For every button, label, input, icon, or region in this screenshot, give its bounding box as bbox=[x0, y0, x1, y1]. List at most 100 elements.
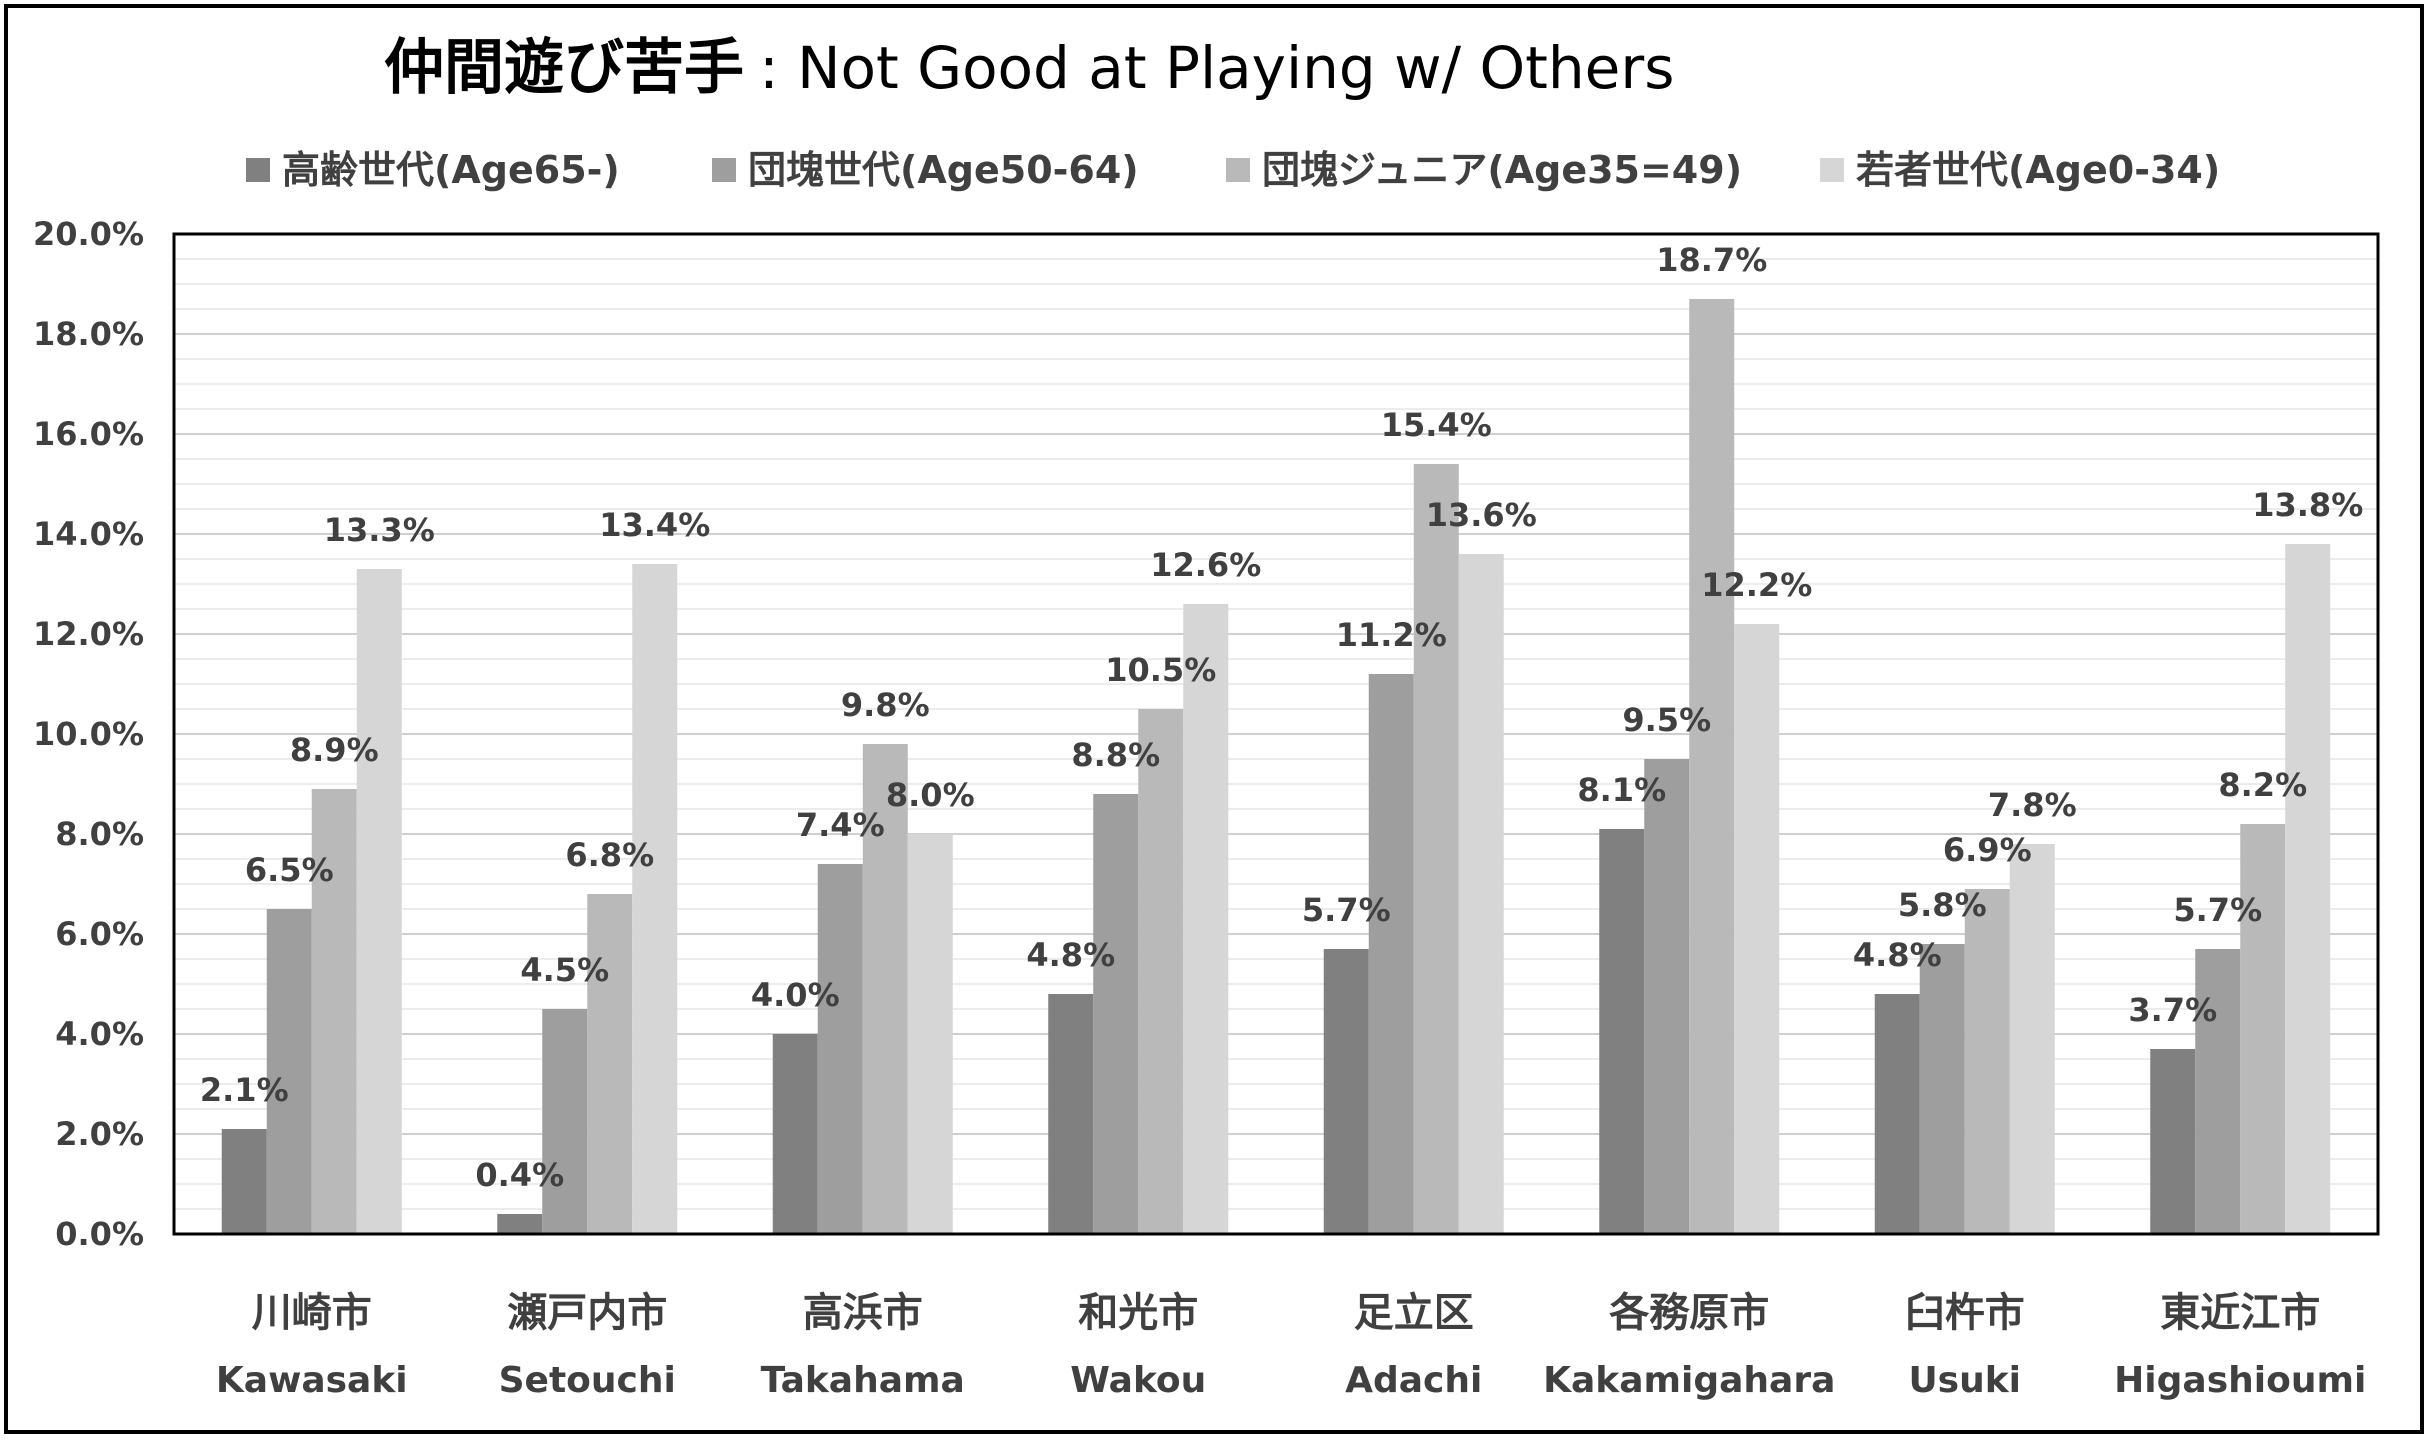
data-label: 8.8% bbox=[1071, 736, 1160, 774]
bar bbox=[817, 864, 863, 1234]
bar bbox=[1689, 299, 1735, 1234]
chart-title-en: : Not Good at Playing w/ Others bbox=[759, 34, 1674, 102]
data-label: 7.4% bbox=[796, 806, 885, 844]
legend-swatch bbox=[1226, 158, 1250, 182]
data-label: 9.5% bbox=[1622, 701, 1711, 739]
plot-area-border bbox=[172, 232, 2380, 1236]
bars bbox=[221, 299, 2331, 1234]
category-label-jp: 川崎市 bbox=[252, 1290, 372, 1336]
bar bbox=[1048, 994, 1094, 1234]
data-label: 4.5% bbox=[520, 951, 609, 989]
bar bbox=[1919, 944, 1965, 1234]
bar bbox=[497, 1214, 543, 1234]
y-axis-ticks: 0.0% 2.0% 4.0% 6.0% 8.0% 10.0% 12.0% 14.0% 16.0%… bbox=[33, 215, 144, 1253]
category-label-en: Kakamigahara bbox=[1543, 1360, 1835, 1401]
category-label-en: Setouchi bbox=[499, 1360, 676, 1401]
category-label-jp: 高浜市 bbox=[803, 1290, 923, 1336]
data-label: 5.7% bbox=[1302, 891, 1391, 929]
data-label: 6.9% bbox=[1943, 831, 2032, 869]
bar bbox=[772, 1034, 818, 1234]
bar bbox=[1458, 554, 1504, 1234]
category-label-jp: 東近江市 bbox=[2160, 1290, 2320, 1336]
data-label: 10.5% bbox=[1105, 651, 1216, 689]
data-labels: 2.1% 6.5% 8.9% 13.3% 0.4% 4.5% 6.8% 13.4% 4.0% 7.… bbox=[200, 241, 2363, 1194]
data-label: 13.8% bbox=[2252, 486, 2363, 524]
bar bbox=[1138, 709, 1184, 1234]
data-label: 13.3% bbox=[324, 511, 435, 549]
bar bbox=[2195, 949, 2241, 1234]
legend-label: 若者世代(Age0-34) bbox=[1856, 148, 2220, 192]
data-label: 8.0% bbox=[886, 776, 975, 814]
legend-swatch bbox=[1820, 158, 1844, 182]
bar bbox=[2150, 1049, 2196, 1234]
category-label-en: Adachi bbox=[1345, 1360, 1482, 1401]
y-tick-label: 14.0% bbox=[33, 515, 144, 553]
category-label-en: Usuki bbox=[1908, 1360, 2021, 1401]
bar bbox=[1734, 624, 1780, 1234]
y-tick-label: 8.0% bbox=[55, 815, 144, 853]
chart-title-jp: 仲間遊び苦手 bbox=[384, 33, 744, 103]
bar bbox=[1093, 794, 1139, 1234]
data-label: 13.6% bbox=[1426, 496, 1537, 534]
category-label-en: Wakou bbox=[1070, 1360, 1206, 1401]
bar bbox=[1599, 829, 1645, 1234]
category-label-en: Kawasaki bbox=[216, 1360, 408, 1401]
category-label-jp: 臼杵市 bbox=[1905, 1290, 2025, 1336]
data-label: 5.8% bbox=[1898, 886, 1987, 924]
y-tick-label: 4.0% bbox=[55, 1015, 144, 1053]
bar bbox=[1413, 464, 1459, 1234]
data-label: 9.8% bbox=[841, 686, 930, 724]
data-label: 4.8% bbox=[1853, 936, 1942, 974]
legend: 高齢世代(Age65-) 団塊世代(Age50-64) 団塊ジュニア(Age35=4… bbox=[246, 148, 2220, 192]
bar bbox=[1644, 759, 1690, 1234]
data-label: 18.7% bbox=[1656, 241, 1767, 279]
data-label: 12.2% bbox=[1701, 566, 1812, 604]
data-label: 4.8% bbox=[1026, 936, 1115, 974]
data-label: 8.1% bbox=[1577, 771, 1666, 809]
category-label-jp: 瀬戸内市 bbox=[507, 1290, 667, 1336]
bar-chart: 仲間遊び苦手 : Not Good at Playing w/ Others 高… bbox=[33, 33, 2380, 1401]
bar bbox=[2009, 844, 2055, 1234]
data-label: 0.4% bbox=[475, 1156, 564, 1194]
bar bbox=[1368, 674, 1414, 1234]
legend-label: 高齢世代(Age65-) bbox=[282, 148, 620, 192]
data-label: 8.2% bbox=[2218, 766, 2307, 804]
bar bbox=[632, 564, 678, 1234]
bar bbox=[2285, 544, 2331, 1234]
data-label: 7.8% bbox=[1988, 786, 2077, 824]
bar bbox=[542, 1009, 588, 1234]
y-tick-label: 6.0% bbox=[55, 915, 144, 953]
category-label-jp: 和光市 bbox=[1078, 1290, 1198, 1336]
bar bbox=[221, 1129, 267, 1234]
data-label: 3.7% bbox=[2128, 991, 2217, 1029]
y-tick-label: 10.0% bbox=[33, 715, 144, 753]
data-label: 15.4% bbox=[1381, 406, 1492, 444]
bar bbox=[311, 789, 357, 1234]
data-label: 5.7% bbox=[2173, 891, 2262, 929]
y-tick-label: 2.0% bbox=[55, 1115, 144, 1153]
y-tick-label: 16.0% bbox=[33, 415, 144, 453]
y-tick-label: 12.0% bbox=[33, 615, 144, 653]
data-label: 6.5% bbox=[245, 851, 334, 889]
bar bbox=[1323, 949, 1369, 1234]
data-label: 4.0% bbox=[751, 976, 840, 1014]
legend-label: 団塊ジュニア(Age35=49) bbox=[1262, 148, 1742, 192]
data-label: 13.4% bbox=[599, 506, 710, 544]
data-label: 11.2% bbox=[1336, 616, 1447, 654]
bar bbox=[356, 569, 402, 1234]
category-label-en: Higashioumi bbox=[2114, 1360, 2366, 1401]
y-tick-label: 18.0% bbox=[33, 315, 144, 353]
bar bbox=[862, 744, 908, 1234]
y-tick-label: 20.0% bbox=[33, 215, 144, 253]
bar bbox=[1964, 889, 2010, 1234]
y-tick-label: 0.0% bbox=[55, 1215, 144, 1253]
data-label: 2.1% bbox=[200, 1071, 289, 1109]
category-label-en: Takahama bbox=[761, 1360, 965, 1401]
legend-swatch bbox=[246, 158, 270, 182]
bar bbox=[587, 894, 633, 1234]
chart-frame: 仲間遊び苦手 : Not Good at Playing w/ Others 高… bbox=[4, 4, 2424, 1434]
category-label-jp: 各務原市 bbox=[1609, 1290, 1769, 1336]
bar bbox=[2240, 824, 2286, 1234]
bar bbox=[907, 834, 953, 1234]
bar bbox=[266, 909, 312, 1234]
